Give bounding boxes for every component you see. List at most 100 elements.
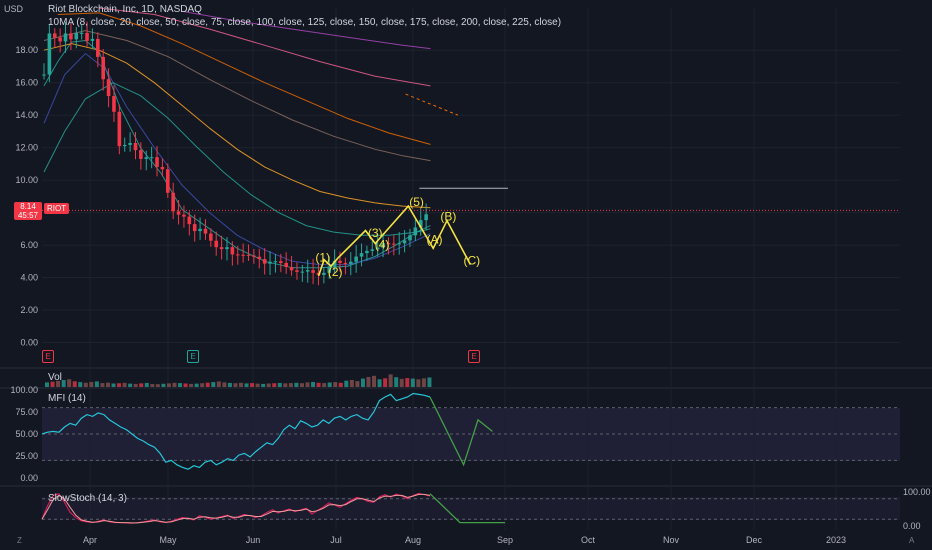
- candle-body: [257, 256, 262, 260]
- mfi-line: [41, 392, 431, 470]
- candle-body: [203, 228, 208, 234]
- volume-bar: [45, 382, 49, 387]
- candle-body: [176, 211, 181, 215]
- volume-bar: [205, 382, 210, 387]
- volume-bar: [56, 380, 61, 387]
- earnings-marker-icon[interactable]: E: [187, 350, 199, 363]
- moving-average-line: [99, 7, 431, 87]
- volume-bar: [100, 383, 105, 387]
- volume-bar: [50, 381, 55, 387]
- moving-average-line: [43, 43, 431, 209]
- candle-body: [262, 259, 267, 264]
- volume-bar: [272, 383, 277, 387]
- candle-body: [160, 166, 165, 170]
- chart-grid: [0, 8, 932, 530]
- volume-bar: [355, 381, 360, 387]
- candle-body: [42, 74, 46, 76]
- candle-body: [241, 254, 245, 256]
- volume-bar: [405, 378, 410, 387]
- moving-average-line: [57, 12, 431, 145]
- volume-bar: [233, 383, 238, 387]
- volume-bar: [410, 378, 415, 387]
- moving-averages: [43, 7, 459, 269]
- candle-body: [117, 111, 122, 147]
- candle-body: [284, 262, 288, 267]
- volume-bar: [105, 382, 110, 387]
- candle-body: [165, 169, 170, 193]
- earnings-marker-icon[interactable]: E: [468, 350, 480, 363]
- mfi-tick-label: 50.00: [15, 429, 38, 439]
- y-tick-label: 4.00: [20, 273, 38, 283]
- x-tick-label: Dec: [746, 535, 763, 545]
- candle-body: [305, 270, 310, 272]
- volume-bar: [67, 379, 72, 387]
- volume-bar: [344, 380, 349, 387]
- volume-bar: [388, 374, 393, 387]
- volume-bar: [250, 383, 255, 387]
- mfi-indicator: [41, 392, 900, 470]
- candle-body: [273, 261, 278, 263]
- mfi-pane-label[interactable]: MFI (14): [48, 393, 86, 404]
- timezone-icon[interactable]: Z: [17, 536, 22, 545]
- x-tick-label: Apr: [83, 535, 97, 545]
- mfi-tick-label: 25.00: [15, 451, 38, 461]
- candle-body: [133, 143, 138, 151]
- wave-label: (A): [427, 232, 443, 246]
- mfi-projection-arrow: [429, 396, 493, 467]
- earnings-marker-icon[interactable]: E: [42, 350, 54, 363]
- chart-title: Riot Blockchain, Inc, 1D, NASDAQ: [48, 4, 202, 15]
- volume-bar: [277, 382, 282, 387]
- candle-body: [122, 144, 127, 147]
- wave-label: (1): [315, 250, 330, 264]
- candle-body: [230, 247, 235, 255]
- volume-bar: [211, 382, 216, 387]
- volume-bar: [155, 384, 160, 387]
- candle-body: [225, 247, 229, 250]
- candle-body: [359, 253, 364, 257]
- candle-body: [192, 224, 197, 232]
- wave-label: (4): [375, 237, 390, 251]
- moving-average-line: [43, 30, 431, 162]
- candle-body: [392, 243, 396, 245]
- volume-bar: [421, 378, 426, 387]
- volume-bar: [261, 383, 266, 387]
- candle-body: [252, 255, 256, 257]
- volume-bar: [189, 383, 194, 387]
- candle-body: [149, 157, 154, 159]
- volume-bar: [111, 383, 116, 387]
- volume-bar: [78, 382, 83, 387]
- candle-body: [386, 243, 391, 245]
- candle-body: [52, 33, 57, 38]
- volume-pane-label[interactable]: Vol: [48, 372, 62, 383]
- candle-body: [268, 261, 272, 264]
- bar-countdown: 45:57: [17, 211, 39, 220]
- volume-bar: [183, 383, 188, 387]
- volume-bar: [377, 379, 382, 387]
- volume-bar: [172, 382, 177, 387]
- volume-bar: [239, 382, 243, 387]
- stoch-pane-label[interactable]: SlowStoch (14, 3): [48, 493, 127, 504]
- volume-bar: [83, 382, 88, 387]
- auto-scale-icon[interactable]: A: [909, 536, 915, 545]
- elliott-wave-annotation: (1)(2) (3)(4) (5) (A) (B) (C): [315, 195, 480, 279]
- candle-body: [69, 33, 73, 40]
- candle-body: [348, 261, 353, 264]
- candle-body: [79, 32, 84, 34]
- volume-bar: [161, 383, 166, 387]
- volume-bar: [311, 381, 316, 387]
- moving-average-legend[interactable]: 10MA (8, close, 20, close, 50, close, 75…: [48, 17, 562, 28]
- candle-body: [322, 272, 326, 275]
- volume-bar: [305, 382, 310, 387]
- volume-bar: [72, 381, 77, 387]
- candle-body: [279, 261, 283, 263]
- candle-body: [246, 254, 251, 256]
- candle-body: [370, 249, 375, 251]
- stoch-tick-label: 0.00: [903, 521, 921, 531]
- candle-body: [101, 56, 106, 80]
- stoch-line: [41, 493, 431, 524]
- candle-body: [402, 240, 407, 244]
- candle-body: [209, 233, 213, 241]
- wave-label: (2): [328, 265, 343, 279]
- candle-body: [47, 33, 52, 75]
